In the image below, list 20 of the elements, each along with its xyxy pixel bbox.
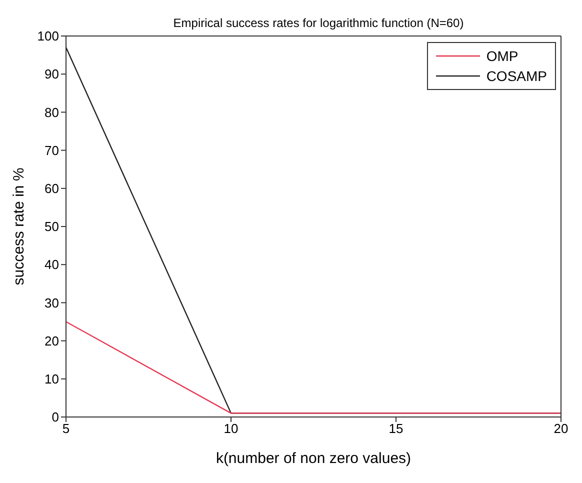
x-tick-label: 15 <box>388 421 404 436</box>
x-tick-label: 20 <box>554 421 568 436</box>
y-tick-label: 20 <box>44 333 59 348</box>
y-tick-label: 80 <box>44 104 59 120</box>
x-axis-title: k(number of non zero values) <box>216 450 412 467</box>
y-tick-label: 90 <box>44 66 59 82</box>
y-tick-label: 30 <box>44 295 59 310</box>
x-tick-label: 5 <box>62 421 70 436</box>
y-tick-label: 50 <box>44 219 59 234</box>
y-tick-label: 100 <box>37 28 59 44</box>
y-tick-label: 10 <box>44 372 59 387</box>
chart-title: Empirical success rates for logarithmic function (N=60) <box>172 16 465 30</box>
y-tick-label: 70 <box>44 142 59 158</box>
x-tick-label: 10 <box>224 421 238 436</box>
legend-label: OMP <box>486 47 518 66</box>
y-axis-title: success rate in % <box>10 168 28 286</box>
y-tick-label: 40 <box>44 257 59 272</box>
legend-label: COSAMP <box>486 67 547 86</box>
y-tick-label: 60 <box>44 181 59 196</box>
y-tick-label: 0 <box>52 410 59 425</box>
